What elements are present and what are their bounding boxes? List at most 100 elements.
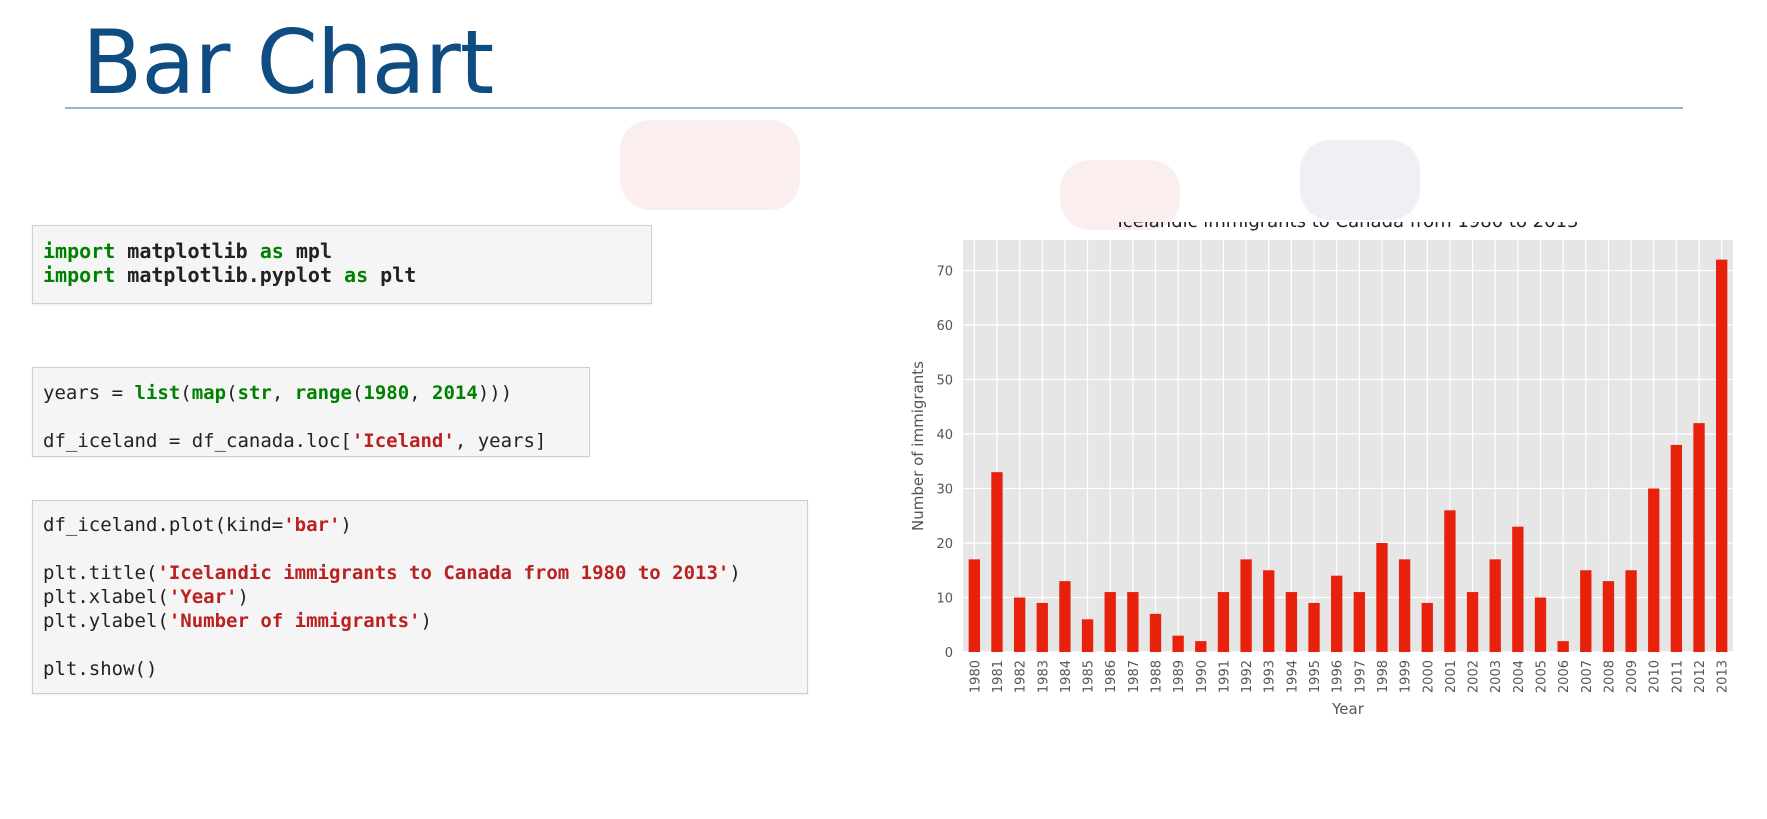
x-tick-label: 2012	[1693, 660, 1708, 693]
code-line: import matplotlib as mpl	[43, 239, 641, 263]
code-token: , years]	[454, 430, 547, 452]
x-axis-label: Year	[1331, 700, 1365, 718]
x-tick-label: 2002	[1467, 660, 1482, 693]
bar	[1217, 592, 1230, 652]
code-token: 'Iceland'	[351, 430, 455, 452]
code-cell-imports[interactable]: import matplotlib as mpl import matplotli…	[32, 225, 652, 304]
background-decoration	[1060, 160, 1180, 230]
x-tick-label: 2000	[1421, 660, 1436, 693]
code-token: plt	[368, 263, 417, 287]
code-token: (	[180, 382, 192, 404]
y-tick-label: 50	[936, 374, 953, 389]
code-token: mpl	[283, 239, 333, 263]
x-tick-label: 1980	[968, 660, 983, 693]
y-tick-label: 0	[945, 646, 953, 661]
x-tick-label: 1986	[1104, 660, 1119, 693]
code-token: list	[134, 382, 181, 404]
code-line	[43, 537, 797, 561]
code-token: df_iceland = df_canada.loc[	[43, 430, 352, 452]
x-tick-label: 1992	[1240, 660, 1255, 693]
bar	[1580, 570, 1592, 652]
x-tick-label: 2003	[1489, 660, 1504, 693]
x-tick-label: 2008	[1602, 660, 1617, 693]
code-token: (	[226, 382, 238, 404]
bar	[1285, 592, 1298, 652]
x-tick-label: 2011	[1670, 660, 1685, 693]
bar	[1376, 543, 1388, 652]
x-tick-label: 1982	[1014, 660, 1029, 693]
x-tick-label: 1996	[1331, 660, 1346, 693]
x-tick-label: 2004	[1512, 660, 1527, 693]
code-line: plt.show()	[43, 657, 797, 681]
chart-title: Icelandic immigrants to Canada from 1980…	[1117, 222, 1578, 232]
code-token: as	[259, 239, 284, 263]
code-cell-plot[interactable]: df_iceland.plot(kind='bar') plt.title('Ic…	[32, 500, 808, 694]
code-token: plt.show()	[43, 658, 158, 680]
bar	[1013, 597, 1026, 652]
bar	[1263, 570, 1275, 652]
bar	[1466, 592, 1479, 652]
bar	[1557, 641, 1569, 652]
code-token: df_iceland.plot(kind=	[43, 514, 284, 536]
code-token: import	[43, 263, 116, 287]
bar	[1331, 575, 1343, 652]
bar	[1693, 423, 1705, 652]
bar	[1534, 597, 1547, 652]
background-decoration	[1300, 140, 1420, 220]
y-tick-label: 40	[936, 428, 953, 443]
y-tick-label: 70	[936, 265, 953, 280]
code-token: 'Year'	[168, 586, 238, 608]
x-tick-label: 1984	[1059, 660, 1074, 693]
code-line: years = list(map(str, range(1980, 2014))…	[43, 381, 579, 405]
x-tick-label: 1988	[1150, 660, 1165, 693]
code-line: plt.ylabel('Number of immigrants')	[43, 609, 797, 633]
title-divider	[65, 107, 1683, 109]
x-tick-label: 1994	[1285, 660, 1300, 693]
code-token: )	[340, 514, 352, 536]
bar	[1625, 570, 1637, 652]
x-tick-label: 1985	[1082, 660, 1097, 693]
y-tick-label: 10	[936, 592, 953, 607]
code-token: )	[420, 610, 432, 632]
code-token: (	[351, 382, 364, 404]
code-token: range	[294, 382, 352, 404]
code-token: as	[344, 263, 369, 287]
bar	[1716, 259, 1728, 652]
code-token: plt.title(	[43, 562, 158, 584]
code-token: matplotlib.pyplot	[115, 263, 345, 287]
y-axis-label: Number of immigrants	[909, 361, 927, 531]
code-token: 'Number of immigrants'	[168, 610, 421, 632]
page-title: Bar Chart	[82, 11, 494, 114]
x-tick-label: 1981	[991, 660, 1006, 693]
code-line	[43, 633, 797, 657]
code-token: plt.ylabel(	[43, 610, 169, 632]
code-token: 'Icelandic immigrants to Canada from 198…	[157, 562, 730, 584]
bar	[1036, 602, 1048, 652]
code-token: 1980	[363, 382, 410, 404]
bar	[1240, 559, 1252, 652]
bar	[1602, 581, 1615, 652]
x-tick-label: 2006	[1557, 660, 1572, 693]
x-tick-label: 1989	[1172, 660, 1187, 693]
x-tick-label: 1999	[1399, 660, 1414, 693]
x-tick-label: 2005	[1535, 660, 1550, 693]
x-tick-label: 2010	[1648, 660, 1663, 693]
code-line: plt.title('Icelandic immigrants to Canad…	[43, 561, 797, 585]
bar	[1195, 641, 1207, 652]
code-token: )	[729, 562, 741, 584]
code-cell-data-prep[interactable]: years = list(map(str, range(1980, 2014))…	[32, 367, 590, 457]
x-tick-label: 2013	[1716, 660, 1731, 693]
bar	[1353, 592, 1365, 652]
bar	[991, 472, 1003, 652]
background-decoration	[620, 120, 800, 210]
code-token: years =	[43, 382, 135, 404]
y-tick-label: 60	[936, 319, 953, 334]
bar	[1512, 526, 1524, 652]
code-token: matplotlib	[115, 239, 260, 263]
code-line: df_iceland.plot(kind='bar')	[43, 513, 797, 537]
x-tick-label: 1983	[1036, 660, 1051, 693]
code-token: 2014	[432, 382, 478, 404]
code-token: map	[191, 382, 227, 404]
code-token: import	[43, 239, 116, 263]
code-token: ,	[271, 382, 295, 404]
